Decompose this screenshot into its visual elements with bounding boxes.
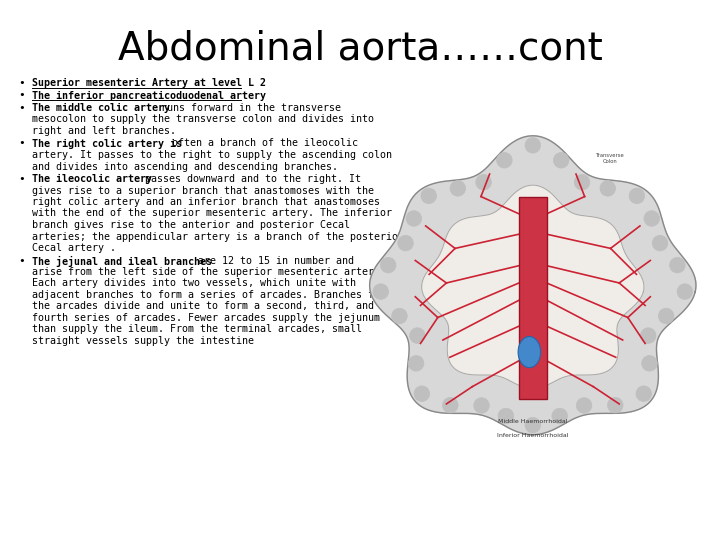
Text: arteries; the appendicular artery is a branch of the posterior: arteries; the appendicular artery is a b… (32, 232, 404, 241)
Text: adjacent branches to form a series of arcades. Branches from: adjacent branches to form a series of ar… (32, 290, 392, 300)
Text: Each artery divides into two vessels, which unite with: Each artery divides into two vessels, wh… (32, 279, 356, 288)
Text: The jejunal and ileal branches: The jejunal and ileal branches (32, 255, 212, 267)
Ellipse shape (450, 180, 466, 196)
Text: •: • (18, 255, 25, 266)
Ellipse shape (518, 336, 541, 368)
Ellipse shape (608, 397, 623, 413)
Ellipse shape (525, 138, 541, 153)
Text: straight vessels supply the intestine: straight vessels supply the intestine (32, 336, 254, 346)
Ellipse shape (600, 180, 616, 196)
Ellipse shape (497, 152, 512, 168)
Text: right colic artery and an inferior branch that anastomoses: right colic artery and an inferior branc… (32, 197, 380, 207)
Ellipse shape (629, 188, 644, 204)
Ellipse shape (380, 258, 396, 273)
Text: Superior mesenteric Artery at level L 2: Superior mesenteric Artery at level L 2 (32, 78, 266, 88)
Text: the arcades divide and unite to form a second, third, and: the arcades divide and unite to form a s… (32, 301, 374, 312)
Polygon shape (422, 185, 644, 389)
Text: runs forward in the transverse: runs forward in the transverse (155, 103, 341, 113)
Text: arise from the left side of the superior mesenteric artery .: arise from the left side of the superior… (32, 267, 392, 277)
Text: The middle colic artery: The middle colic artery (32, 103, 170, 113)
Text: artery. It passes to the right to supply the ascending colon: artery. It passes to the right to supply… (32, 150, 392, 160)
Text: •: • (18, 78, 25, 88)
Ellipse shape (498, 408, 513, 424)
Ellipse shape (575, 174, 590, 190)
Text: •: • (18, 138, 25, 149)
Text: and divides into ascending and descending branches.: and divides into ascending and descendin… (32, 161, 338, 172)
Text: •: • (18, 174, 25, 184)
Text: branch gives rise to the anterior and posterior Cecal: branch gives rise to the anterior and po… (32, 220, 350, 230)
Text: •: • (18, 103, 25, 113)
Ellipse shape (576, 397, 592, 413)
Text: Cecal artery .: Cecal artery . (32, 243, 116, 253)
Text: Inferior Haemorrhoidal: Inferior Haemorrhoidal (497, 433, 569, 438)
Ellipse shape (642, 355, 657, 371)
Ellipse shape (392, 308, 408, 324)
Ellipse shape (397, 235, 413, 251)
Text: gives rise to a superior branch that anastomoses with the: gives rise to a superior branch that ana… (32, 186, 374, 195)
Text: The inferior pancreaticoduodenal artery: The inferior pancreaticoduodenal artery (32, 91, 266, 100)
Text: Transverse
Colon: Transverse Colon (596, 153, 625, 164)
Ellipse shape (421, 188, 436, 204)
Text: with the end of the superior mesenteric artery. The inferior: with the end of the superior mesenteric … (32, 208, 392, 219)
Text: are 12 to 15 in number and: are 12 to 15 in number and (192, 255, 354, 266)
Polygon shape (369, 136, 696, 435)
Polygon shape (519, 197, 546, 399)
Ellipse shape (373, 284, 389, 299)
Ellipse shape (677, 284, 693, 299)
Text: Abdominal aorta……cont: Abdominal aorta……cont (117, 30, 603, 68)
Ellipse shape (552, 408, 567, 424)
Ellipse shape (644, 211, 660, 226)
Text: right and left branches.: right and left branches. (32, 126, 176, 136)
Ellipse shape (554, 152, 569, 168)
Text: •: • (18, 91, 25, 100)
Ellipse shape (474, 397, 490, 413)
Ellipse shape (652, 235, 668, 251)
Text: often a branch of the ileocolic: often a branch of the ileocolic (166, 138, 358, 149)
Text: Middle Haemorrhoidal: Middle Haemorrhoidal (498, 420, 567, 424)
Ellipse shape (658, 308, 674, 324)
Ellipse shape (641, 328, 656, 343)
Text: mesocolon to supply the transverse colon and divides into: mesocolon to supply the transverse colon… (32, 114, 374, 125)
Text: The ileocolic artery: The ileocolic artery (32, 174, 152, 184)
Ellipse shape (443, 397, 458, 413)
Ellipse shape (525, 417, 541, 433)
Text: passes downward and to the right. It: passes downward and to the right. It (139, 174, 361, 184)
Text: than supply the ileum. From the terminal arcades, small: than supply the ileum. From the terminal… (32, 325, 362, 334)
Ellipse shape (636, 386, 652, 401)
Ellipse shape (670, 258, 685, 273)
Ellipse shape (406, 211, 422, 226)
Ellipse shape (408, 355, 424, 371)
Ellipse shape (476, 174, 491, 190)
Ellipse shape (410, 328, 425, 343)
Ellipse shape (414, 386, 430, 401)
Text: fourth series of arcades. Fewer arcades supply the jejunum: fourth series of arcades. Fewer arcades … (32, 313, 380, 323)
Text: The right colic artery is: The right colic artery is (32, 138, 182, 149)
